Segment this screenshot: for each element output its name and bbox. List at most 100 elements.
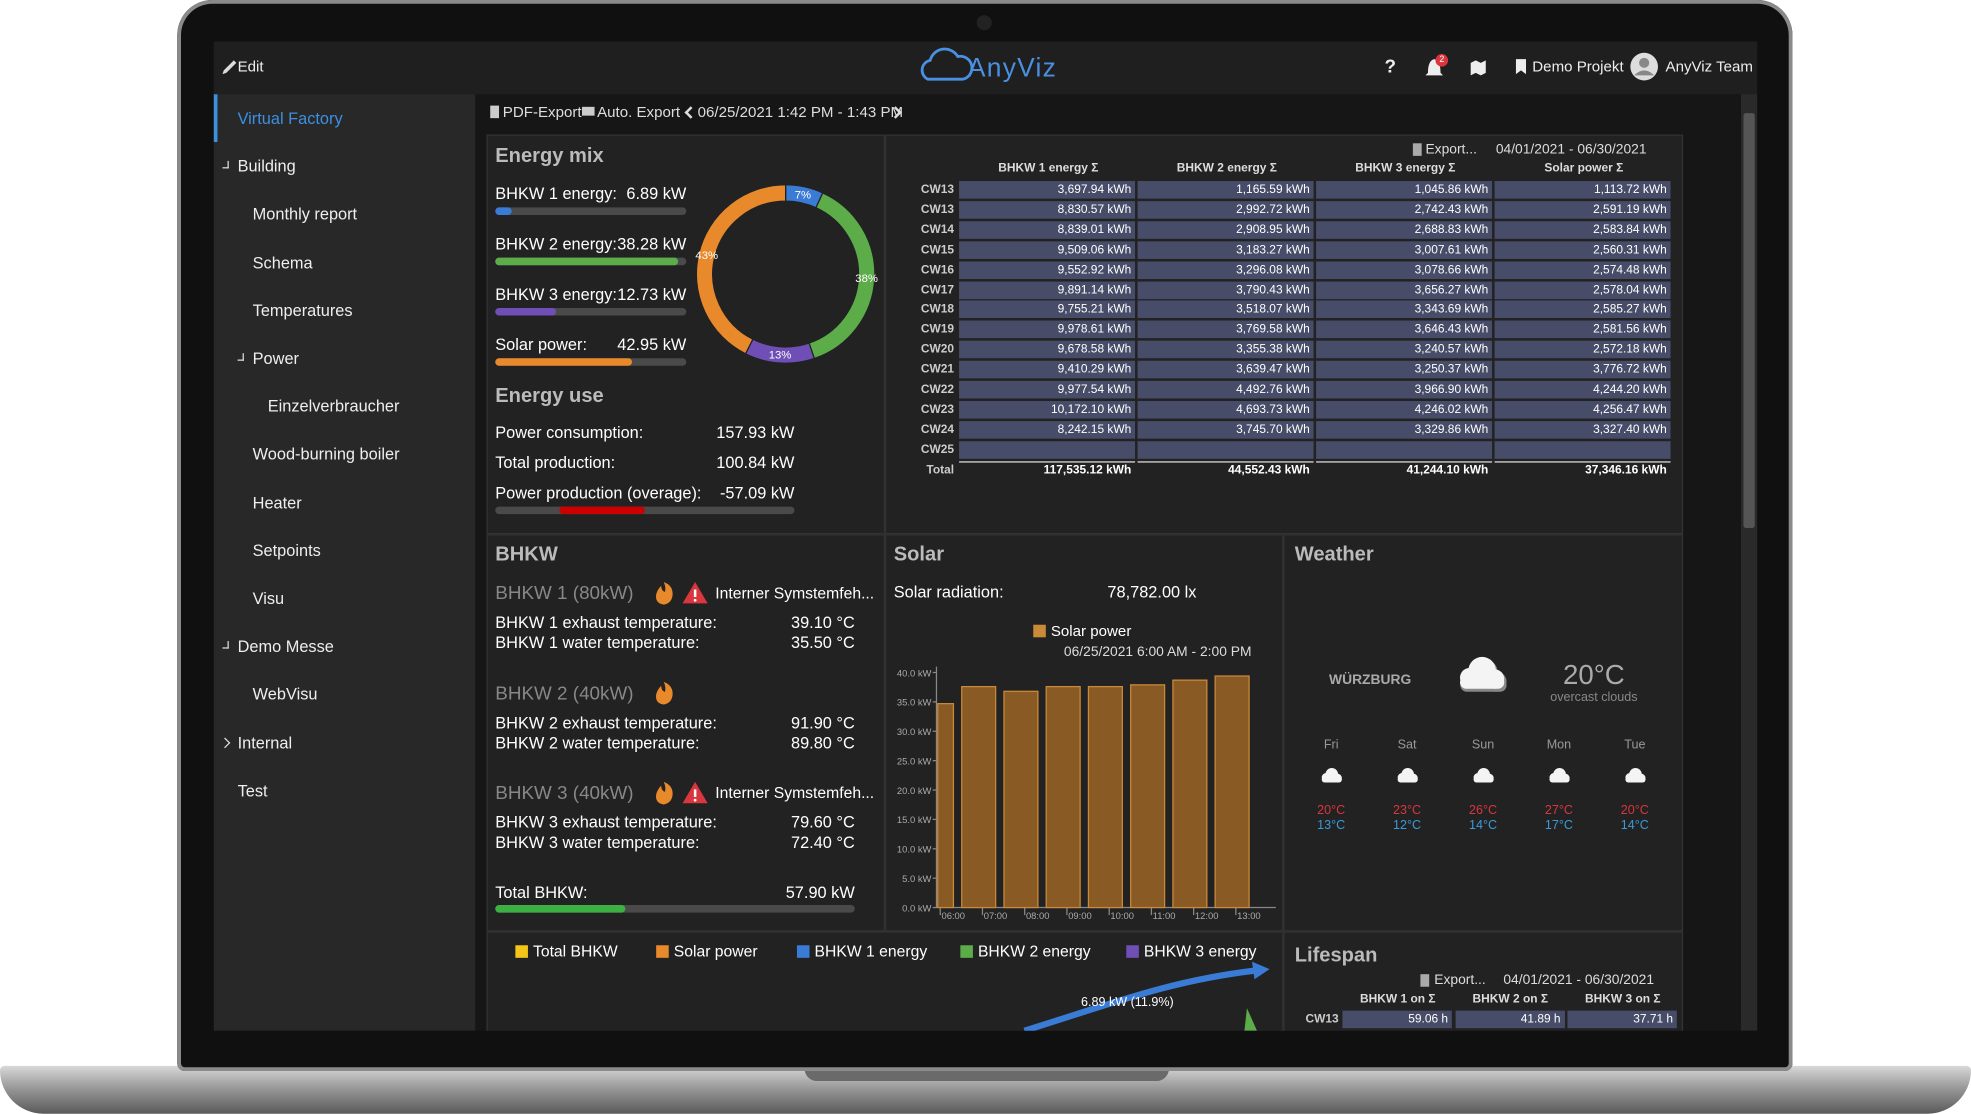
avatar-head bbox=[1639, 57, 1650, 68]
table-cell bbox=[959, 340, 1136, 359]
table-value: 3,078.66 kWh bbox=[1414, 262, 1489, 277]
table-cell bbox=[959, 181, 1136, 199]
sidebar-item[interactable]: Temperatures bbox=[252, 300, 353, 320]
forecast-high: 23°C bbox=[1393, 803, 1422, 818]
row-label: CW24 bbox=[920, 422, 955, 437]
reading-label: BHKW 3 exhaust temperature: bbox=[495, 812, 717, 832]
header-bar bbox=[213, 41, 1758, 95]
table-cell bbox=[1137, 340, 1314, 359]
table-cell bbox=[1494, 260, 1671, 279]
table-period: 04/01/2021 - 06/30/2021 bbox=[1495, 142, 1647, 158]
table-value: 3,639.47 kWh bbox=[1236, 362, 1310, 377]
user-menu[interactable]: AnyViz Team bbox=[1665, 57, 1754, 76]
sidebar-item[interactable]: Virtual Factory bbox=[237, 108, 343, 128]
help-button[interactable]: ? bbox=[1384, 55, 1397, 78]
panel bbox=[1283, 534, 1684, 932]
auto-export-button[interactable]: Auto. Export bbox=[597, 103, 681, 121]
pdf-export-button[interactable]: PDF-Export bbox=[502, 103, 582, 121]
column-header: BHKW 3 on Σ bbox=[1585, 992, 1661, 1007]
table-cell bbox=[1137, 280, 1314, 299]
export-button[interactable]: Export... bbox=[1434, 972, 1486, 989]
table-value: 1,045.86 kWh bbox=[1414, 182, 1489, 197]
metric-label: Solar power: bbox=[495, 334, 587, 354]
forecast-low: 14°C bbox=[1620, 818, 1649, 833]
flow-arrow bbox=[1251, 961, 1270, 980]
bar bbox=[961, 685, 997, 909]
badge bbox=[1435, 54, 1449, 67]
table-value: 3,355.38 kWh bbox=[1236, 342, 1310, 357]
sidebar-item[interactable]: Visu bbox=[252, 588, 285, 608]
table-cell bbox=[1494, 300, 1671, 319]
column-header: BHKW 3 energy Σ bbox=[1355, 161, 1456, 176]
export-button[interactable]: Export... bbox=[1425, 142, 1477, 158]
temperature: 20°C bbox=[1562, 658, 1625, 691]
bar bbox=[495, 905, 626, 913]
sidebar-item[interactable]: Demo Messe bbox=[237, 636, 334, 656]
y-tick-label: 5.0 kW bbox=[902, 873, 931, 884]
metric-value: 157.93 kW bbox=[716, 422, 795, 442]
condition: overcast clouds bbox=[1550, 690, 1638, 705]
table-cell bbox=[1316, 340, 1493, 359]
unit-name: BHKW 3 (40kW) bbox=[495, 782, 634, 804]
sidebar-item[interactable]: Test bbox=[237, 780, 268, 800]
table-cell bbox=[1137, 260, 1314, 279]
sidebar-item[interactable]: Setpoints bbox=[252, 540, 321, 560]
weather-icon bbox=[1460, 656, 1505, 689]
table-value: 2,583.84 kWh bbox=[1593, 222, 1667, 237]
table-value: 3,697.94 kWh bbox=[1057, 182, 1132, 197]
legend-swatch bbox=[515, 945, 528, 958]
table-cell bbox=[1137, 440, 1314, 459]
project-selector[interactable]: Demo Projekt bbox=[1532, 57, 1624, 76]
warning-dot bbox=[693, 798, 697, 802]
table-cell bbox=[959, 260, 1136, 279]
table-value: 2,688.83 kWh bbox=[1414, 222, 1489, 237]
sidebar-item[interactable]: Wood-burning boiler bbox=[252, 444, 400, 464]
table-cell bbox=[1137, 320, 1314, 339]
table-value: 2,560.31 kWh bbox=[1593, 242, 1667, 257]
edit-button[interactable]: Edit bbox=[237, 57, 264, 76]
bar bbox=[1172, 679, 1208, 909]
sidebar-item[interactable]: Heater bbox=[252, 492, 302, 512]
table-cell bbox=[1137, 461, 1314, 479]
table-cell bbox=[1316, 320, 1493, 339]
cloud-part bbox=[1321, 776, 1342, 783]
table-cell bbox=[959, 380, 1136, 399]
sidebar-item[interactable]: Schema bbox=[252, 252, 313, 272]
forecast-icon bbox=[1397, 768, 1418, 783]
bar bbox=[495, 257, 679, 266]
y-tick-label: 35.0 kW bbox=[897, 697, 932, 708]
table-cell bbox=[959, 300, 1136, 319]
forecast-low: 17°C bbox=[1544, 818, 1573, 833]
table-value: 44,552.43 kWh bbox=[1228, 463, 1310, 478]
table-cell bbox=[959, 220, 1136, 239]
forecast-day: Sat bbox=[1397, 738, 1417, 753]
table-value: 2,908.95 kWh bbox=[1236, 222, 1310, 237]
row-label: CW19 bbox=[920, 322, 955, 337]
metric-label: BHKW 3 energy: bbox=[495, 284, 617, 304]
row-label: CW13 bbox=[1305, 1012, 1339, 1027]
table-cell bbox=[1316, 380, 1493, 399]
sidebar-item[interactable]: Power bbox=[252, 348, 299, 368]
y-tick-label: 20.0 kW bbox=[897, 785, 932, 796]
sidebar-item[interactable]: WebVisu bbox=[252, 684, 318, 704]
table-cell bbox=[959, 360, 1136, 379]
sidebar-item[interactable]: Internal bbox=[237, 732, 293, 752]
legend-swatch bbox=[796, 945, 810, 958]
table-cell bbox=[1316, 260, 1493, 279]
y-tick-label: 15.0 kW bbox=[897, 814, 932, 825]
table-cell bbox=[1494, 280, 1671, 299]
sidebar-item[interactable]: Einzelverbraucher bbox=[267, 396, 400, 416]
sidebar-item[interactable]: Building bbox=[237, 156, 296, 176]
sidebar-item[interactable]: Monthly report bbox=[252, 204, 358, 224]
table-value: 9,891.14 kWh bbox=[1057, 282, 1132, 297]
metric-value: 78,782.00 lx bbox=[1107, 582, 1197, 602]
legend-label: Total BHKW bbox=[532, 942, 618, 961]
metric-label: Total BHKW: bbox=[495, 883, 588, 902]
metric-label: BHKW 1 energy: bbox=[495, 184, 617, 204]
metric-value: 38.28 kW bbox=[617, 234, 687, 254]
x-tick-label: 08:00 bbox=[1026, 910, 1050, 921]
forecast-icon bbox=[1625, 768, 1646, 783]
table-value: 3,250.37 kWh bbox=[1414, 362, 1489, 377]
table-cell bbox=[1137, 300, 1314, 319]
panel-title: Energy mix bbox=[495, 145, 604, 168]
